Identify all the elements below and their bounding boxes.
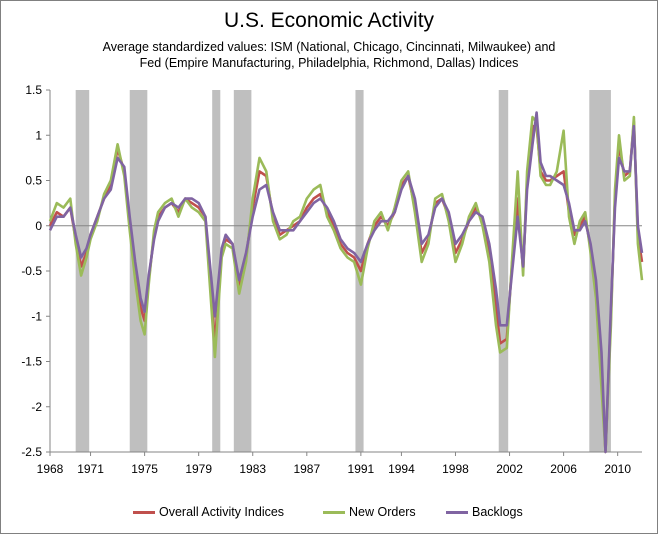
y-tick-label: 1 <box>35 128 42 142</box>
y-tick-label: 0.5 <box>25 174 42 188</box>
x-tick-label: 1968 <box>37 462 64 476</box>
y-tick-label: -0.5 <box>21 264 42 278</box>
chart-subtitle-line-1: Average standardized values: ISM (Nation… <box>102 40 556 54</box>
legend-swatch-overall-activity <box>133 511 155 514</box>
recession-band <box>212 90 221 452</box>
legend-swatch-backlogs <box>446 511 468 514</box>
recession-band <box>589 90 611 452</box>
legend-label-backlogs: Backlogs <box>472 505 523 519</box>
series-line-new-orders <box>48 115 644 454</box>
y-tick-label: 1.5 <box>25 83 42 97</box>
chart-title: U.S. Economic Activity <box>223 9 435 32</box>
legend-swatch-new-orders <box>323 511 345 514</box>
x-tick-label: 2002 <box>496 462 523 476</box>
y-tick-label: -2 <box>31 400 42 414</box>
recession-band <box>498 90 509 452</box>
x-tick-label: 1983 <box>239 462 266 476</box>
y-tick-label: -2.5 <box>21 445 42 459</box>
y-tick-label: -1.5 <box>21 355 42 369</box>
x-tick-label: 2010 <box>604 462 631 476</box>
recession-band <box>129 90 148 452</box>
x-tick-label: 1987 <box>293 462 320 476</box>
x-tick-label: 2006 <box>550 462 577 476</box>
chart-subtitle-line-2: Fed (Empire Manufacturing, Philadelphia,… <box>139 56 519 70</box>
legend-label-new-orders: New Orders <box>349 505 416 519</box>
x-tick-label: 1991 <box>348 462 375 476</box>
x-tick-label: 1975 <box>131 462 158 476</box>
series-line-backlogs <box>48 111 644 454</box>
x-tick-label: 1971 <box>77 462 104 476</box>
chart-legend: Overall Activity Indices New Orders Back… <box>0 503 658 521</box>
x-tick-label: 1994 <box>388 462 415 476</box>
legend-label-overall-activity: Overall Activity Indices <box>159 505 285 519</box>
y-tick-label: -1 <box>31 309 42 323</box>
y-tick-label: 0 <box>35 219 42 233</box>
x-tick-label: 1979 <box>185 462 212 476</box>
x-tick-label: 1998 <box>442 462 469 476</box>
